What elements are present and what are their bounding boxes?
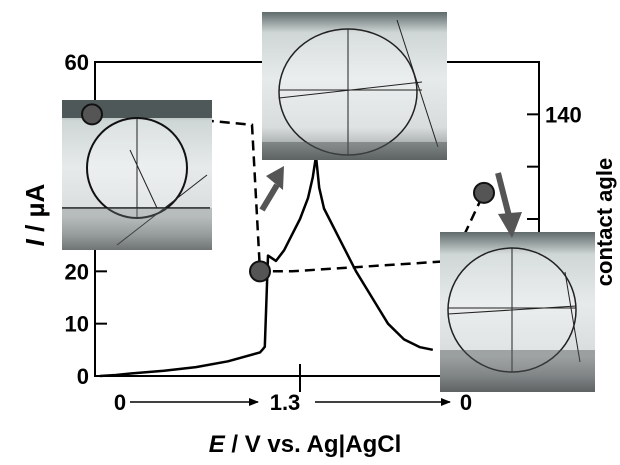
droplet-photo-initial (62, 100, 212, 250)
x-sweep-label-start: 0 (114, 390, 126, 415)
x-sweep-label-vertex: 1.3 (270, 390, 301, 415)
y-left-tick-label: 0 (77, 364, 89, 389)
y-left-tick-labels: 0 10 20 60 (65, 50, 89, 389)
y-left-axis-title: I / µA (20, 183, 50, 246)
x-sweep-label-end: 0 (460, 390, 472, 415)
droplet-photo-final (440, 232, 595, 392)
y-right-axis-title: contact agle (592, 158, 617, 286)
y-left-tick-label: 60 (65, 50, 89, 75)
droplet-photo-middle (262, 12, 447, 160)
y-right-tick-label: 140 (545, 102, 582, 127)
current-curve (99, 154, 434, 378)
x-axis-title: E / V vs. Ag|AgCl (209, 431, 402, 458)
y-left-tick-label: 20 (65, 259, 89, 284)
y-left-tick-label: 10 (65, 312, 89, 337)
